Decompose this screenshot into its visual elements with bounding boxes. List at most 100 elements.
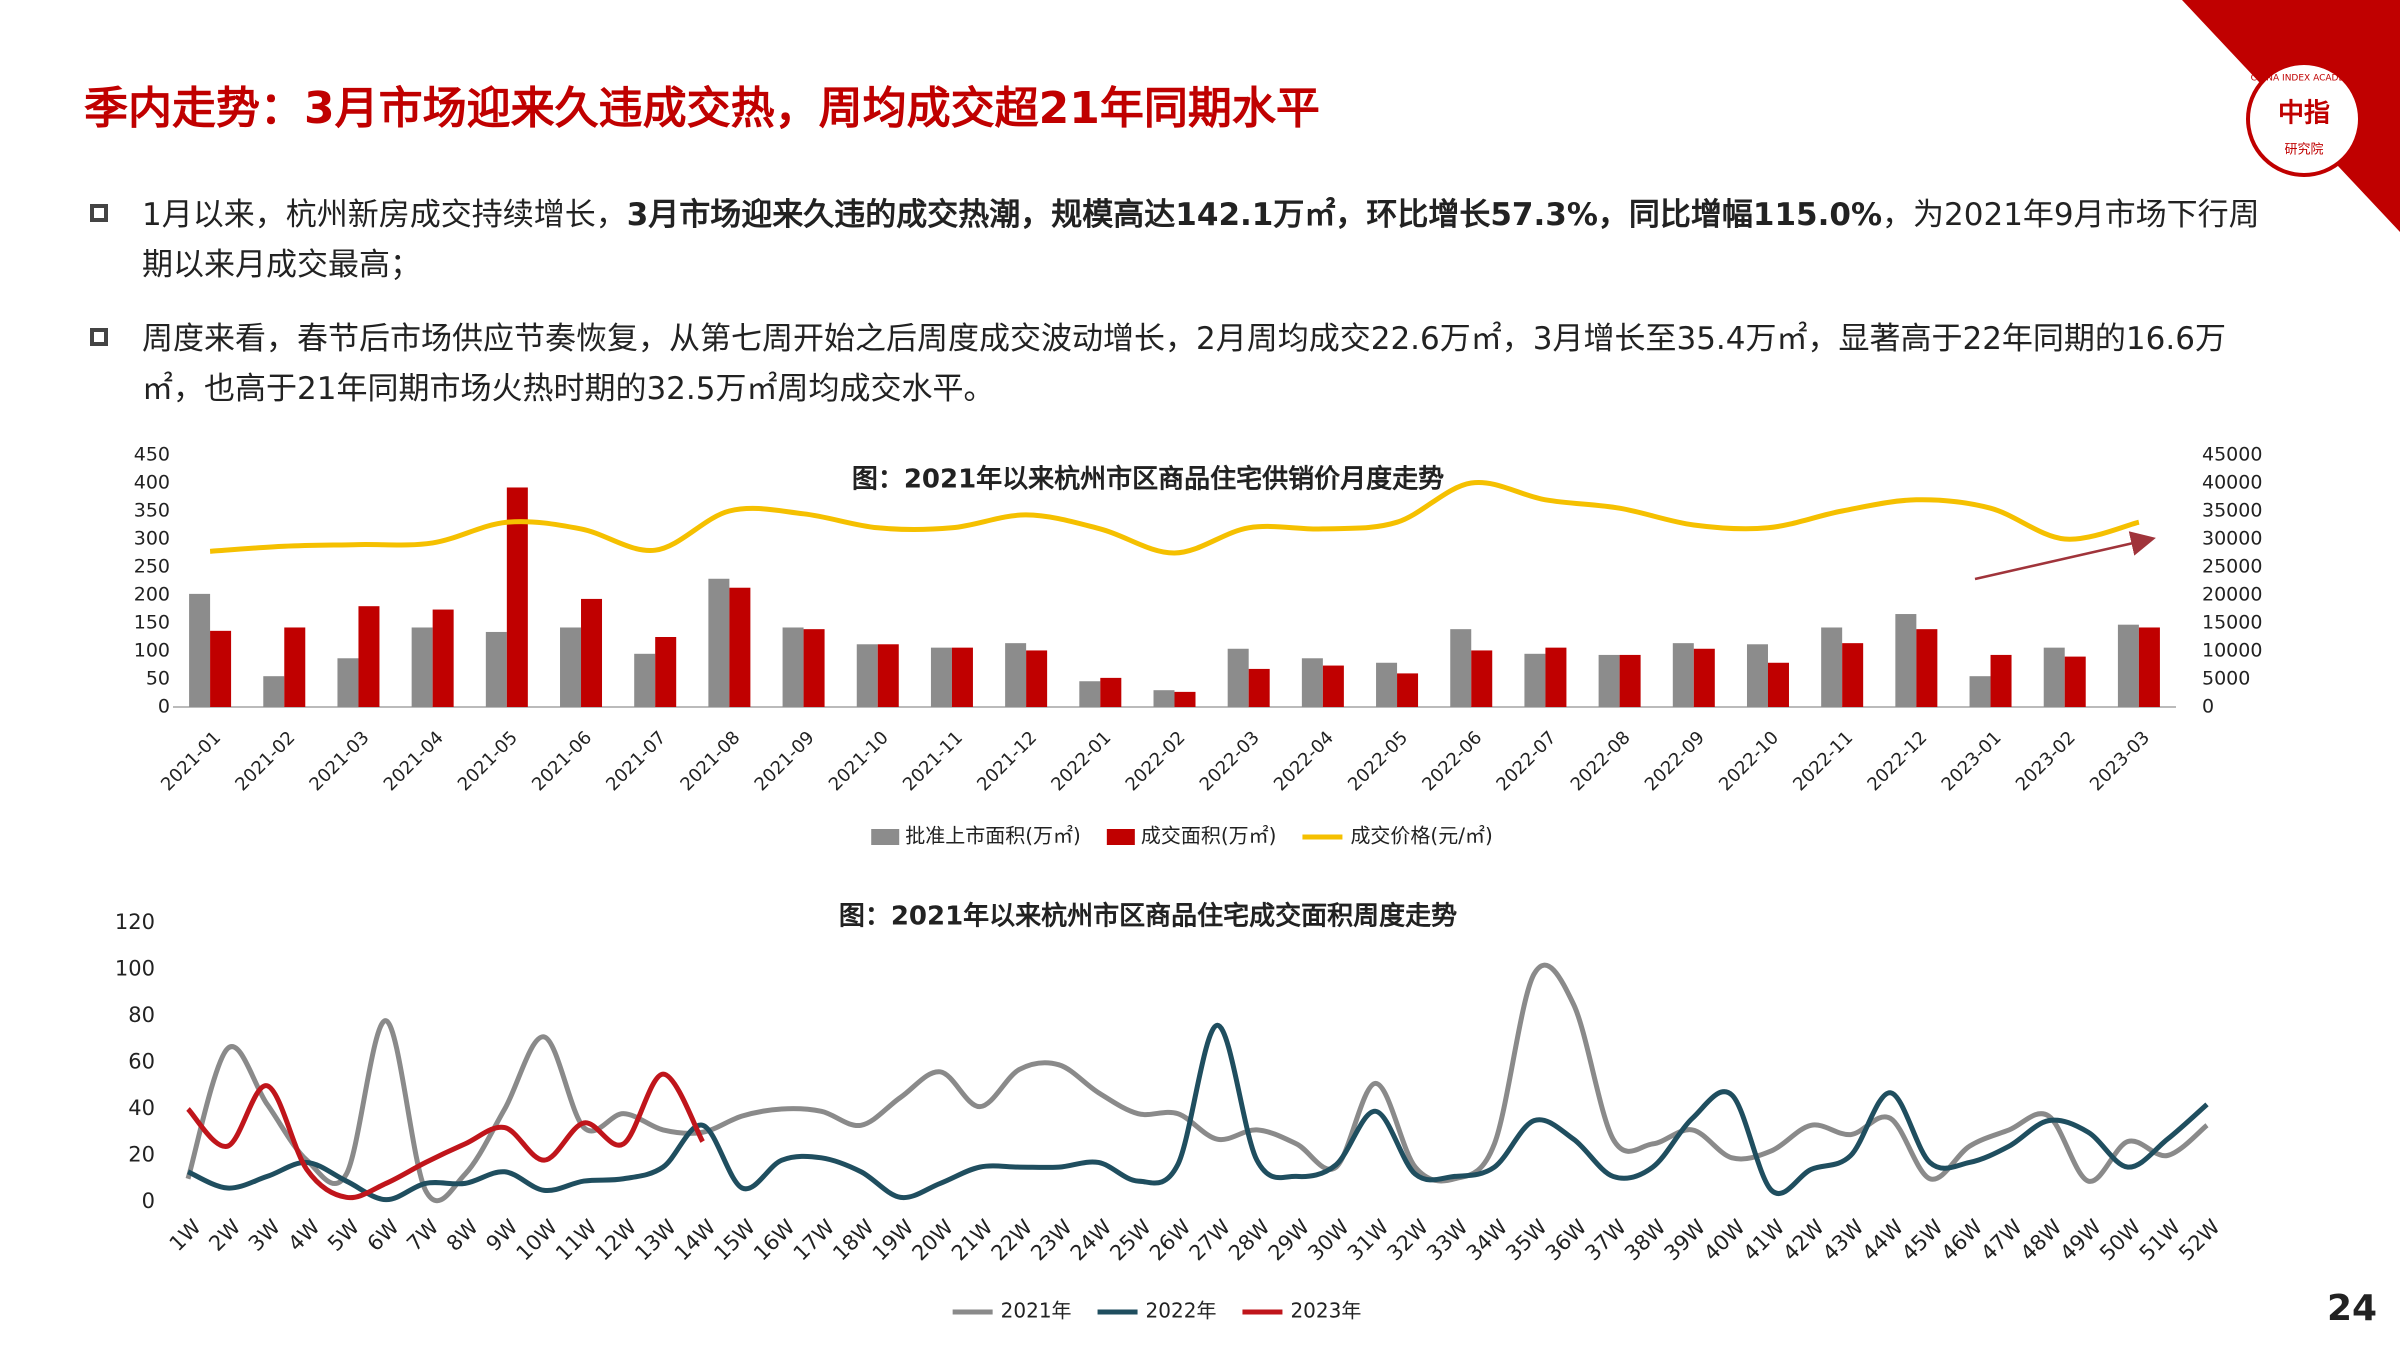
x-tick-label: 10W (512, 1215, 563, 1266)
bullet-marker (90, 204, 108, 222)
bar (1842, 643, 1864, 707)
bar (1746, 644, 1768, 707)
x-tick-label: 15W (709, 1215, 760, 1266)
bar (1821, 627, 1843, 707)
x-tick-label: 2023-01 (1938, 727, 2006, 795)
line (186, 1022, 2209, 1203)
bar (1916, 629, 1938, 707)
x-tick-label: 13W (630, 1215, 681, 1266)
y2-tick-label: 0 (2202, 696, 2214, 718)
x-tick-label: 24W (1066, 1215, 1117, 1266)
bar (1672, 643, 1694, 707)
x-tick-label: 23W (1026, 1215, 1077, 1266)
x-tick-label: 32W (1382, 1215, 1433, 1266)
x-tick-label: 8W (442, 1215, 483, 1256)
bar (2043, 647, 2065, 707)
y-tick-label: 20 (128, 1143, 155, 1167)
x-tick-label: 3W (244, 1215, 285, 1256)
x-tick-label: 2021-09 (751, 727, 819, 795)
legend-label: 成交面积(万㎡) (1141, 824, 1277, 848)
bullet-marker (90, 328, 108, 346)
x-tick-label: 2021-01 (157, 727, 225, 795)
y2-tick-label: 10000 (2202, 640, 2262, 662)
bar (1079, 681, 1101, 707)
legend-label: 2023年 (1290, 1299, 1361, 1323)
bar (1524, 653, 1546, 707)
x-tick-label: 26W (1145, 1215, 1196, 1266)
legend-item: 成交价格(元/㎡) (1302, 824, 1493, 848)
chart-title: 图：2021年以来杭州市区商品住宅供销价月度走势 (852, 464, 1444, 495)
x-tick-label: 11W (551, 1215, 602, 1266)
legend-item: 批准上市面积(万㎡) (871, 824, 1081, 848)
x-tick-label: 2022-03 (1196, 727, 1264, 795)
bar (1895, 614, 1917, 707)
bar (1376, 662, 1398, 707)
logo-text: 中指 (2278, 99, 2330, 129)
bar (1767, 662, 1789, 707)
x-tick-label: 7W (402, 1215, 443, 1256)
y2-tick-label: 35000 (2202, 500, 2262, 522)
legend-swatch (1106, 829, 1135, 845)
bullet: 周度来看，春节后市场供应节奏恢复，从第七周开始之后周度成交波动增长，2月周均成交… (90, 314, 2262, 414)
line (185, 962, 2209, 1204)
x-tick-label: 46W (1937, 1215, 1988, 1266)
bar (560, 627, 582, 707)
bar (1619, 654, 1641, 707)
slide-title: 季内走势：3月市场迎来久违成交热，周均成交超21年同期水平 (84, 83, 1320, 134)
bar (1301, 658, 1323, 707)
x-tick-label: 51W (2135, 1215, 2186, 1266)
x-tick-label: 14W (670, 1215, 721, 1266)
x-tick-label: 35W (1501, 1215, 1552, 1266)
x-tick-label: 2021-11 (899, 727, 967, 795)
x-tick-label: 36W (1541, 1215, 1592, 1266)
x-tick-label: 2021-06 (528, 727, 596, 795)
bar (1450, 629, 1472, 707)
bar (1174, 691, 1196, 707)
bar (485, 631, 507, 707)
y-tick-label: 300 (134, 528, 170, 550)
y-tick-label: 50 (146, 668, 170, 690)
y-tick-label: 200 (134, 584, 170, 606)
y2-tick-label: 5000 (2202, 668, 2250, 690)
bar (708, 578, 730, 707)
x-tick-label: 29W (1264, 1215, 1315, 1266)
logo-text: CHINA INDEX ACADEMY (2251, 74, 2358, 84)
bullet-text: 周度来看，春节后市场供应节奏恢复，从第七周开始之后周度成交波动增长，2月周均成交… (142, 321, 2226, 407)
x-tick-label: 50W (2095, 1215, 2146, 1266)
x-tick-label: 2W (204, 1215, 245, 1256)
x-tick-label: 40W (1699, 1215, 1750, 1266)
logo-text: 研究院 (2284, 143, 2323, 158)
x-tick-label: 21W (947, 1215, 998, 1266)
bar (1005, 643, 1027, 707)
y-tick-label: 150 (134, 612, 170, 634)
x-tick-label: 48W (2016, 1215, 2067, 1266)
y2-tick-label: 20000 (2202, 584, 2262, 606)
bar (284, 627, 306, 707)
y-tick-label: 350 (134, 500, 170, 522)
legend-label: 批准上市面积(万㎡) (905, 824, 1081, 848)
x-tick-label: 2022-12 (1863, 727, 1931, 795)
chart-title: 图：2021年以来杭州市区商品住宅成交面积周度走势 (839, 901, 1457, 932)
x-tick-label: 25W (1105, 1215, 1156, 1266)
line (186, 1071, 705, 1201)
y-tick-label: 100 (115, 957, 155, 981)
y-tick-label: 100 (134, 640, 170, 662)
bar (1598, 654, 1620, 707)
x-tick-label: 2022-01 (1047, 727, 1115, 795)
x-tick-label: 2022-06 (1418, 727, 1486, 795)
bullet-text: 3月市场迎来久违的成交热潮，规模高达142.1万㎡，环比增长57.3%，同比增幅… (626, 197, 1883, 233)
x-tick-label: 6W (363, 1215, 404, 1256)
bar (1227, 648, 1249, 707)
bar (634, 653, 656, 707)
y-tick-label: 0 (158, 696, 170, 718)
x-tick-label: 2021-07 (602, 727, 670, 795)
x-tick-label: 2021-03 (305, 727, 373, 795)
x-tick-label: 39W (1660, 1215, 1711, 1266)
x-tick-label: 2023-03 (2086, 727, 2154, 795)
logo-circle (2246, 61, 2362, 177)
x-tick-label: 44W (1858, 1215, 1909, 1266)
legend-label: 成交价格(元/㎡) (1350, 824, 1492, 848)
legend-item: 2022年 (1097, 1299, 1216, 1323)
